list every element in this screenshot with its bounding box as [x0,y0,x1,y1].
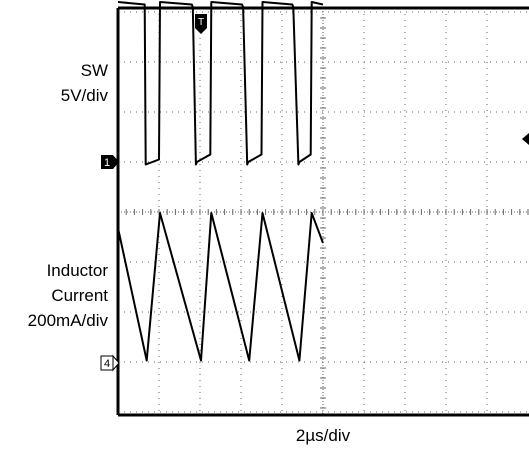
channel-4-marker-text: 4 [104,358,110,370]
inductor-current-trace [117,212,324,362]
graticule [117,7,529,415]
channel-1-marker: 1 [101,155,119,169]
trigger-level-marker [522,133,529,145]
trigger-marker-text: T [198,17,204,28]
channel-1-marker-text: 1 [104,157,110,169]
inductor-label: Inductor [47,261,109,280]
current-label: Current [51,286,108,305]
inductor-scale-label: 200mA/div [28,311,109,330]
traces [117,1,324,362]
sw-scale-label: 5V/div [61,86,109,105]
channel-4-marker: 4 [100,354,120,372]
trigger-marker: T [195,14,207,34]
sw-trace [117,1,324,166]
sw-label: SW [81,61,108,80]
timebase-label: 2µs/div [296,426,351,445]
plot-frame [116,6,529,417]
